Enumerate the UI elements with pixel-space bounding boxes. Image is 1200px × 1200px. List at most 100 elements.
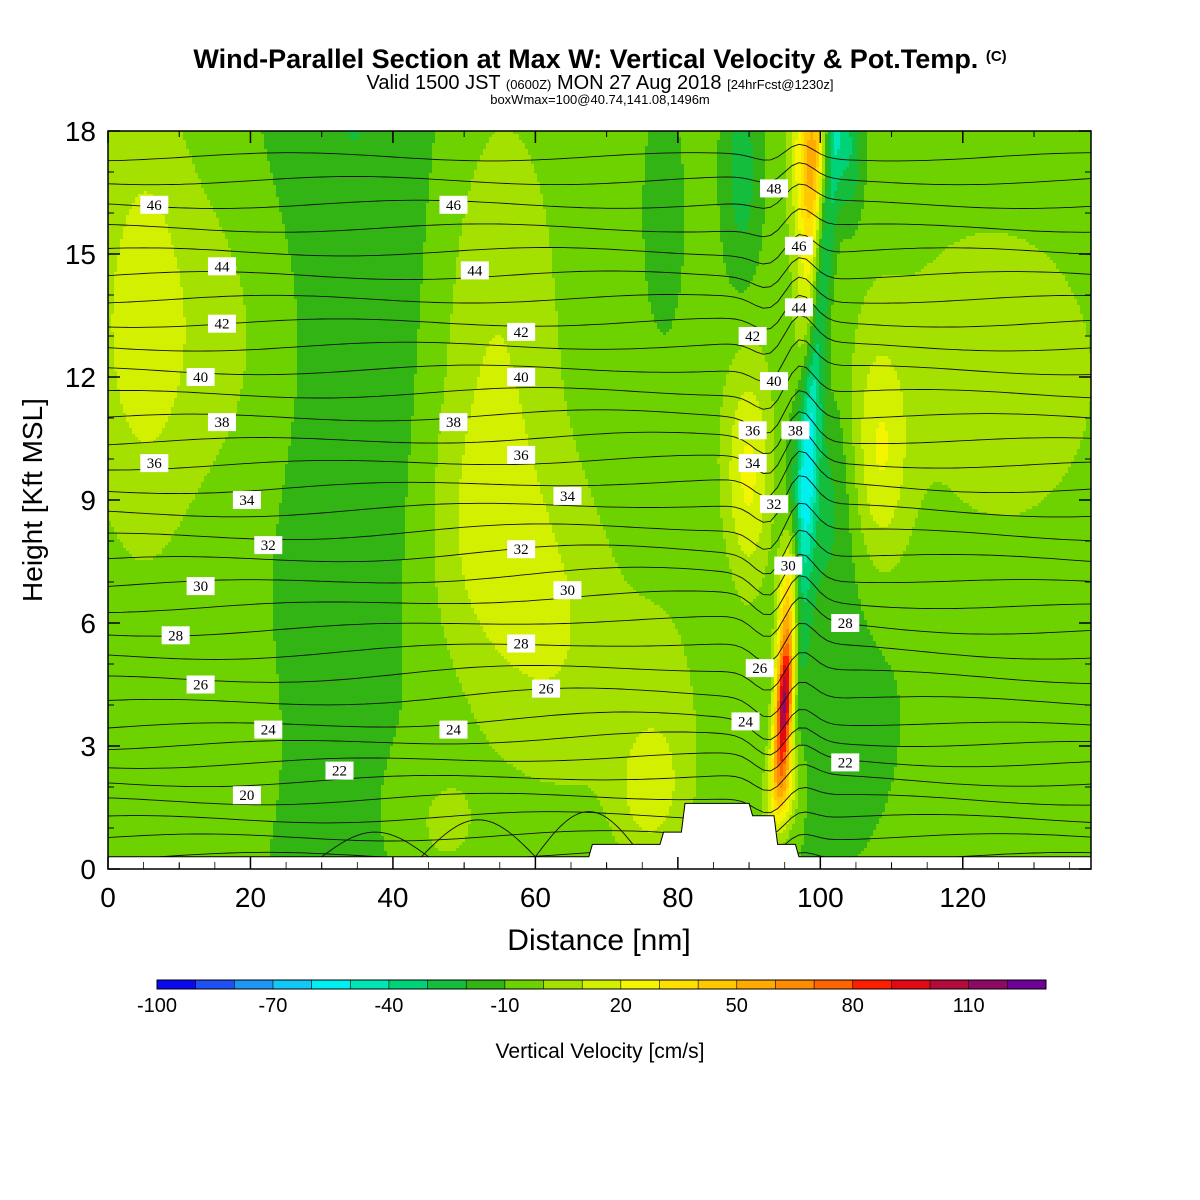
colorbar-segment [505, 980, 544, 989]
theta-contour-label: 48 [760, 179, 788, 197]
theta-contour-label: 34 [233, 491, 261, 509]
theta-contour-label: 24 [254, 721, 282, 739]
colorbar-tick-label: -10 [490, 995, 519, 1017]
theta-contour-label: 44 [208, 257, 236, 275]
contour-label-text: 48 [767, 181, 782, 197]
y-tick-label: 9 [80, 485, 96, 516]
colorbar-segment [582, 980, 621, 989]
theta-contour-label: 24 [732, 712, 760, 730]
contour-label-text: 36 [514, 448, 530, 464]
contour-label-text: 36 [147, 456, 163, 472]
contour-label-text: 26 [193, 678, 209, 694]
theta-contour-label: 46 [439, 196, 467, 214]
theta-contour-label: 36 [507, 446, 535, 464]
theta-contour-label: 40 [187, 368, 215, 386]
x-tick-label: 40 [377, 882, 408, 913]
colorbar-segment [775, 980, 814, 989]
contour-label-text: 24 [261, 723, 277, 739]
x-tick-label: 100 [797, 882, 844, 913]
chart-figure: Wind-Parallel Section at Max W: Vertical… [0, 0, 1200, 1200]
theta-contour-label: 38 [781, 421, 809, 439]
colorbar-tick-label: 20 [610, 995, 632, 1017]
colorbar-segment [428, 980, 467, 989]
theta-contour-label: 36 [140, 454, 168, 472]
contour-label-text: 34 [239, 493, 255, 509]
contour-label-text: 42 [514, 325, 529, 341]
colorbar-segment [1007, 980, 1046, 989]
colorbar-segment [737, 980, 776, 989]
colorbar-segment [312, 980, 351, 989]
y-tick-label: 3 [80, 731, 96, 762]
contour-label-text: 30 [193, 579, 208, 595]
contour-label-text: 32 [261, 538, 276, 554]
contour-label-text: 30 [781, 559, 796, 575]
colorbar-tick-label: -70 [259, 995, 288, 1017]
theta-contour-label: 46 [140, 196, 168, 214]
x-tick-label: 120 [939, 882, 986, 913]
contour-label-text: 34 [560, 489, 576, 505]
theta-contour-label: 38 [439, 413, 467, 431]
colorbar-tick-label: -40 [374, 995, 403, 1017]
theta-contour-label: 30 [187, 577, 215, 595]
theta-contour-label: 32 [760, 495, 788, 513]
colorbar-segment [621, 980, 660, 989]
theta-contour-label: 32 [254, 536, 282, 554]
contour-label-text: 44 [467, 263, 483, 279]
x-tick-label: 0 [100, 882, 116, 913]
contour-label-text: 28 [514, 637, 529, 653]
theta-contour-label: 20 [233, 786, 261, 804]
contour-label-text: 40 [514, 370, 529, 386]
theta-contour-label: 42 [208, 315, 236, 333]
contour-label-text: 22 [838, 755, 853, 771]
colorbar-segment [544, 980, 583, 989]
theta-contour-label: 28 [162, 626, 190, 644]
theta-contour-label: 42 [739, 327, 767, 345]
theta-contour-label: 22 [831, 753, 859, 771]
theta-contour-label: 40 [760, 372, 788, 390]
colorbar-tick-label: 80 [842, 995, 864, 1017]
theta-contour-label: 24 [439, 721, 467, 739]
contour-label-text: 24 [446, 723, 462, 739]
colorbar-segment [659, 980, 698, 989]
colorbar-segment [466, 980, 505, 989]
y-tick-label: 12 [65, 362, 96, 393]
contour-label-text: 22 [332, 764, 347, 780]
colorbar-segment [853, 980, 892, 989]
colorbar-segment [196, 980, 235, 989]
contour-label-text: 46 [147, 198, 163, 214]
theta-contour-label: 36 [739, 421, 767, 439]
y-tick-label: 15 [65, 239, 96, 270]
theta-contour-label: 32 [507, 540, 535, 558]
contour-label-text: 32 [514, 542, 529, 558]
contour-label-text: 38 [446, 415, 461, 431]
colorbar-segment [814, 980, 853, 989]
cross-section-plot: 46 464844 4446444242 4240 40 4038 383836363634… [0, 0, 1200, 1200]
colorbar-segment [234, 980, 273, 989]
theta-contour-label: 38 [208, 413, 236, 431]
contour-label-text: 40 [193, 370, 208, 386]
y-tick-label: 0 [80, 854, 96, 885]
theta-contour-label: 30 [553, 581, 581, 599]
contour-label-text: 24 [738, 714, 754, 730]
theta-contour-label: 28 [831, 614, 859, 632]
contour-label-text: 46 [791, 239, 807, 255]
contour-label-text: 28 [838, 616, 853, 632]
theta-contour-label: 26 [532, 680, 560, 698]
contour-label-text: 26 [752, 661, 768, 677]
contour-label-text: 26 [539, 682, 555, 698]
contour-label-text: 32 [767, 497, 782, 513]
contour-label-text: 42 [214, 317, 229, 333]
theta-contour-label: 26 [187, 676, 215, 694]
theta-contour-label: 28 [507, 635, 535, 653]
contour-label-text: 38 [214, 415, 229, 431]
colorbar-segment [157, 980, 196, 989]
y-axis-label: Height [Kft MSL] [17, 398, 48, 602]
colorbar-label: Vertical Velocity [cm/s] [496, 1040, 705, 1063]
contour-label-text: 34 [745, 456, 761, 472]
theta-contour-label: 46 [785, 237, 813, 255]
colorbar-segment [969, 980, 1008, 989]
contour-label-text: 42 [745, 329, 760, 345]
theta-contour-label: 30 [774, 557, 802, 575]
contour-label-text: 38 [788, 423, 803, 439]
colorbar-tick-label: 50 [726, 995, 748, 1017]
